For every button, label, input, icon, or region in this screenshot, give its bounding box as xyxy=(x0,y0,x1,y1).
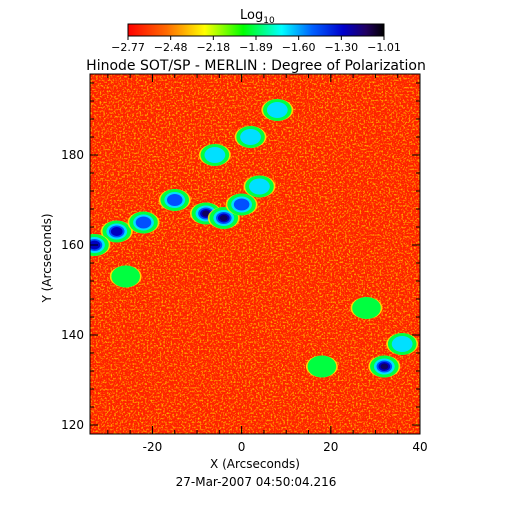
colorbar-tick-label: −1.60 xyxy=(282,41,316,54)
x-tick-label: 40 xyxy=(412,440,427,454)
polarization-patch xyxy=(204,147,226,163)
x-axis-ticks: -20 0 20 40 xyxy=(107,74,428,454)
polarization-patch xyxy=(202,210,210,217)
colorbar-label: Log10 xyxy=(240,8,275,26)
y-axis-label: Y (Arcseconds) xyxy=(40,213,54,303)
colorbar-tick-label: −2.48 xyxy=(154,41,188,54)
colorbar-tick-label: −2.18 xyxy=(196,41,230,54)
colorbar-tick-label: −1.01 xyxy=(367,41,401,54)
polarization-patch xyxy=(110,227,123,236)
x-tick-label: -20 xyxy=(143,440,163,454)
polarization-patch xyxy=(233,198,250,211)
colorbar-ticks: −2.77 −2.48 −2.18 −1.89 −1.60 −1.30 −1.01 xyxy=(111,36,401,54)
y-tick-label: 180 xyxy=(61,148,84,162)
y-tick-label: 120 xyxy=(61,418,84,432)
colorbar: Log10 −2.77 −2.48 −2.18 −1.89 −1.60 −1.30 −1.0… xyxy=(111,8,401,54)
polarization-patch xyxy=(380,363,389,370)
polarization-patch xyxy=(391,336,413,352)
y-tick-label: 140 xyxy=(61,328,84,342)
polarization-patch xyxy=(249,178,270,195)
colorbar-scale xyxy=(127,23,385,37)
timestamp: 27-Mar-2007 04:50:04.216 xyxy=(176,475,337,489)
polarization-patch xyxy=(240,129,261,145)
x-tick-label: 20 xyxy=(323,440,338,454)
chart-title: Hinode SOT/SP - MERLIN : Degree of Polar… xyxy=(86,58,426,74)
x-axis-label: X (Arcseconds) xyxy=(210,457,300,471)
polarization-patch xyxy=(111,265,140,288)
heatmap-features xyxy=(90,99,419,378)
colorbar-tick-label: −1.30 xyxy=(324,41,358,54)
colorbar-tick-label: −2.77 xyxy=(111,41,145,54)
plot-frame xyxy=(89,73,421,435)
y-axis-ticks: 120 140 160 180 xyxy=(61,82,420,432)
plot-area: -20 0 20 40 120 140 160 180 xyxy=(61,73,428,454)
x-tick-label: 0 xyxy=(238,440,246,454)
colorbar-tick-label: −1.89 xyxy=(239,41,273,54)
polarization-patch xyxy=(166,194,183,206)
polarization-patch xyxy=(219,215,228,221)
polarization-patch xyxy=(307,355,337,378)
y-tick-label: 160 xyxy=(61,238,84,252)
polarization-patch xyxy=(135,216,152,229)
polarization-patch xyxy=(266,102,288,118)
polarization-patch xyxy=(352,297,381,319)
